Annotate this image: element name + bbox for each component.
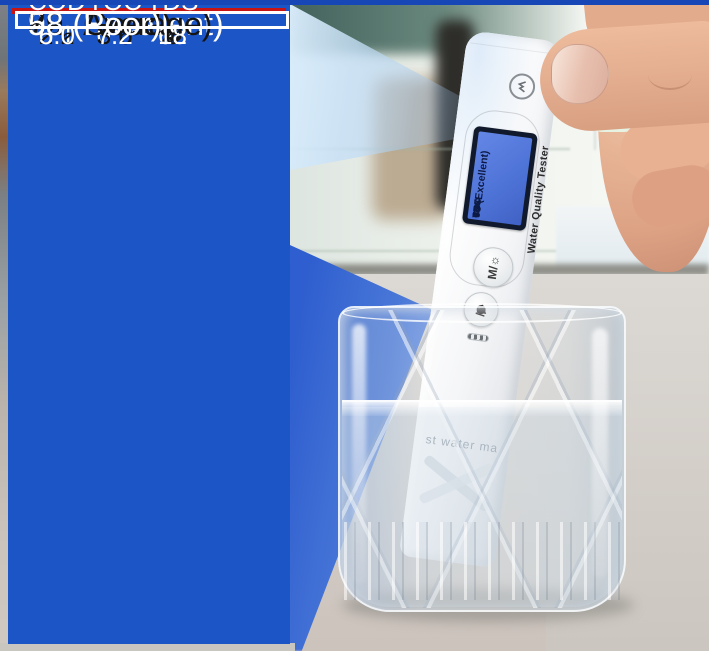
- metric-value: 7.2: [96, 20, 133, 50]
- water-surface-line: [342, 400, 622, 416]
- metric-value: 3.6: [96, 20, 133, 50]
- photo-bottom-edge: [0, 643, 295, 651]
- top-border: [0, 0, 709, 5]
- glass-highlight: [352, 324, 366, 584]
- fingernail: [551, 44, 609, 104]
- metric-value: 2.6: [38, 20, 75, 50]
- photo-left-edge: [0, 0, 9, 651]
- glass-highlight: [592, 328, 608, 578]
- mode-button-glyph: M/☼: [484, 254, 502, 281]
- metric-value: 3.0: [96, 20, 133, 50]
- panel-score: 58 (Poor): [28, 6, 162, 42]
- water-glass: [338, 303, 626, 612]
- metric-value: 0.2: [96, 20, 133, 50]
- device-screen: COD TOC TDS 0.1 0.2 62 98 (Excellent): [461, 125, 539, 232]
- scale-panel-poor: COD TOC TDS 5.0 7.2 18 58 (Poor): [12, 0, 289, 49]
- water-quality-tester-device: COD TOC TDS 0.1 0.2 62 98 (Excellent) Wa…: [398, 30, 564, 568]
- metric-value: 18: [157, 20, 187, 50]
- quality-scale-panels: COD TOC TDS 0.1 0.2 62 98 (Excellent) CO…: [8, 0, 290, 644]
- lcd-content: COD TOC TDS 0.1 0.2 62 98 (Excellent): [467, 131, 532, 225]
- glass-ribs: [344, 522, 620, 600]
- tile-grout-line: [290, 148, 570, 150]
- metric-value: 2.2: [38, 20, 75, 50]
- panel-inner: COD TOC TDS 5.0 7.2 18 58 (Poor): [15, 0, 289, 49]
- metric-value: 0.1: [38, 20, 75, 50]
- device-logo-icon: [507, 71, 537, 102]
- metric-value: 5.0: [38, 20, 75, 50]
- lcd-display: COD TOC TDS 0.1 0.2 62 98 (Excellent): [467, 131, 533, 226]
- lcd-score: 98 (Excellent): [470, 149, 492, 219]
- glass-rim: [342, 303, 622, 323]
- knuckle-crease: [648, 60, 692, 90]
- metric-value: 62: [157, 20, 187, 50]
